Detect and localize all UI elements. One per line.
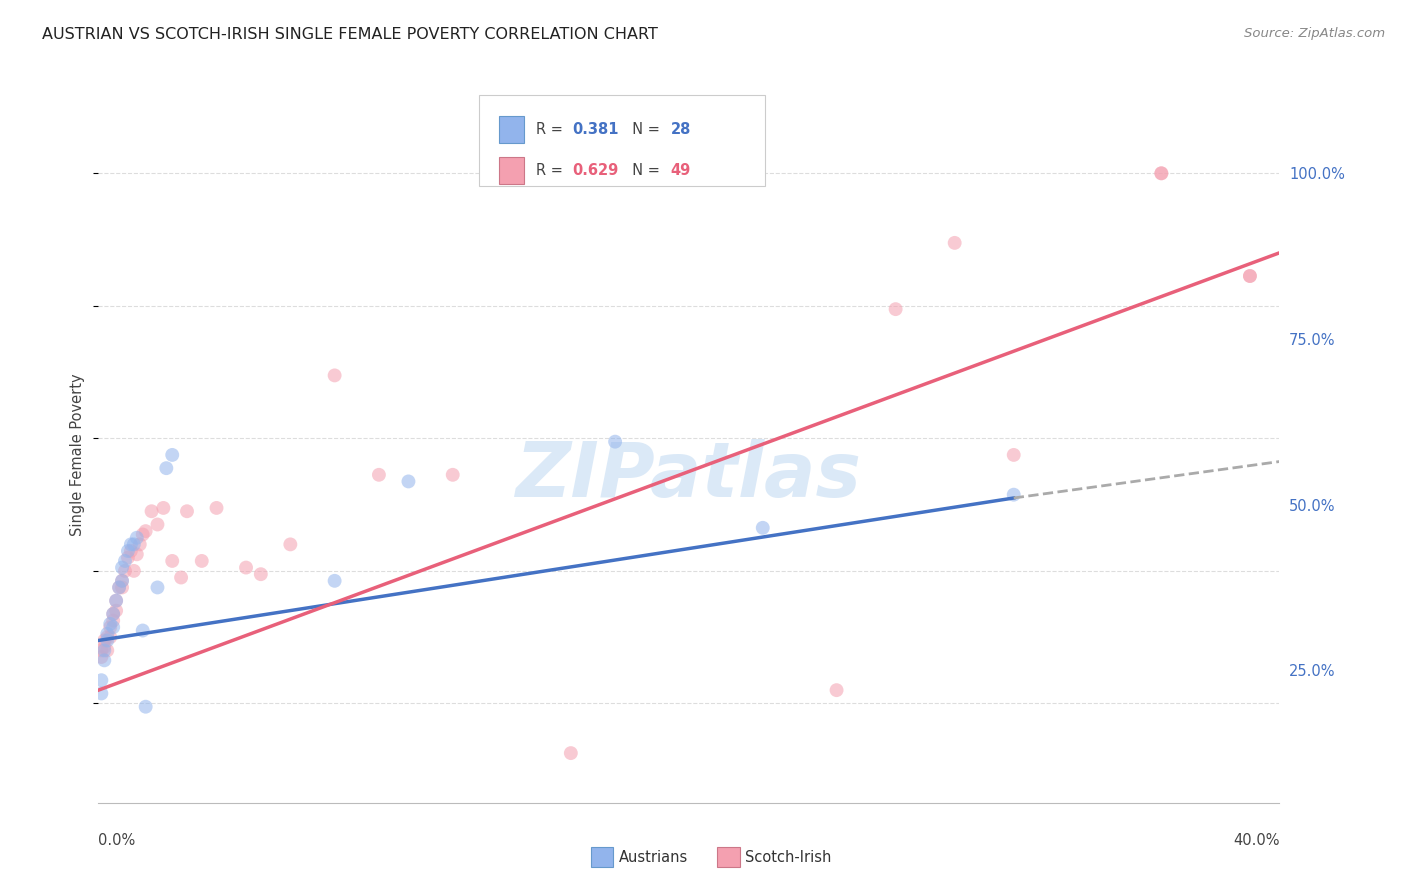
Point: [323, 574, 346, 588]
Point: [120, 544, 142, 558]
Text: Austrians: Austrians: [619, 850, 688, 864]
Point: [105, 593, 128, 607]
Point: [96, 627, 118, 641]
Point: [605, 434, 627, 449]
Text: R =: R =: [536, 163, 567, 178]
Point: [1239, 268, 1261, 283]
Point: [825, 683, 848, 698]
Point: [90, 686, 112, 700]
Point: [1239, 268, 1261, 283]
Point: [93, 643, 115, 657]
Point: [155, 461, 177, 475]
Point: [368, 467, 391, 482]
Point: [117, 550, 139, 565]
Point: [1150, 166, 1173, 180]
Text: Source: ZipAtlas.com: Source: ZipAtlas.com: [1244, 27, 1385, 40]
Point: [152, 500, 174, 515]
Point: [323, 368, 346, 383]
Y-axis label: Single Female Poverty: Single Female Poverty: [70, 374, 86, 536]
Point: [103, 607, 125, 621]
Point: [678, 166, 700, 180]
Point: [96, 630, 118, 644]
Point: [90, 650, 112, 665]
Point: [117, 544, 139, 558]
Point: [111, 581, 134, 595]
Point: [93, 640, 115, 654]
Point: [122, 564, 145, 578]
Point: [90, 643, 112, 657]
Point: [98, 616, 121, 631]
Point: [120, 537, 142, 551]
Point: [111, 574, 134, 588]
Point: [191, 554, 214, 568]
Point: [108, 581, 131, 595]
Point: [128, 537, 150, 551]
Point: [162, 448, 183, 462]
Point: [1150, 166, 1173, 180]
Point: [93, 653, 115, 667]
Point: [98, 630, 121, 644]
Point: [441, 467, 464, 482]
Point: [884, 302, 907, 317]
Point: [105, 604, 128, 618]
Point: [396, 475, 419, 489]
Point: [114, 564, 136, 578]
Point: [114, 554, 136, 568]
Point: [146, 517, 169, 532]
Point: [122, 537, 145, 551]
Point: [1002, 488, 1025, 502]
Point: [146, 581, 169, 595]
Point: [176, 504, 198, 518]
Text: 0.629: 0.629: [572, 163, 619, 178]
Text: ZIPatlas: ZIPatlas: [516, 439, 862, 513]
Point: [98, 620, 121, 634]
Point: [103, 607, 125, 621]
Point: [108, 581, 131, 595]
Text: N =: N =: [623, 122, 665, 136]
Point: [141, 504, 163, 518]
Point: [132, 624, 155, 638]
Point: [125, 531, 148, 545]
Text: 0.381: 0.381: [572, 122, 619, 136]
Text: AUSTRIAN VS SCOTCH-IRISH SINGLE FEMALE POVERTY CORRELATION CHART: AUSTRIAN VS SCOTCH-IRISH SINGLE FEMALE P…: [42, 27, 658, 42]
Point: [135, 699, 157, 714]
Point: [235, 560, 257, 574]
Point: [560, 746, 582, 760]
Point: [111, 574, 134, 588]
Text: 0.0%: 0.0%: [98, 832, 135, 847]
Point: [135, 524, 157, 538]
Text: 49: 49: [671, 163, 690, 178]
Point: [96, 633, 118, 648]
Point: [132, 527, 155, 541]
Point: [96, 643, 118, 657]
Text: N =: N =: [623, 163, 665, 178]
Point: [125, 547, 148, 561]
Point: [105, 593, 128, 607]
Point: [111, 560, 134, 574]
Point: [943, 235, 966, 250]
Point: [103, 620, 125, 634]
Point: [103, 614, 125, 628]
Point: [1002, 448, 1025, 462]
Text: Scotch-Irish: Scotch-Irish: [745, 850, 831, 864]
Point: [751, 521, 773, 535]
Text: 40.0%: 40.0%: [1233, 832, 1279, 847]
Point: [162, 554, 183, 568]
Point: [205, 500, 228, 515]
Point: [723, 166, 745, 180]
Point: [278, 537, 302, 551]
Point: [250, 567, 273, 582]
Text: R =: R =: [536, 122, 567, 136]
Point: [93, 633, 115, 648]
Point: [90, 673, 112, 688]
Text: 28: 28: [671, 122, 690, 136]
Point: [170, 570, 193, 584]
